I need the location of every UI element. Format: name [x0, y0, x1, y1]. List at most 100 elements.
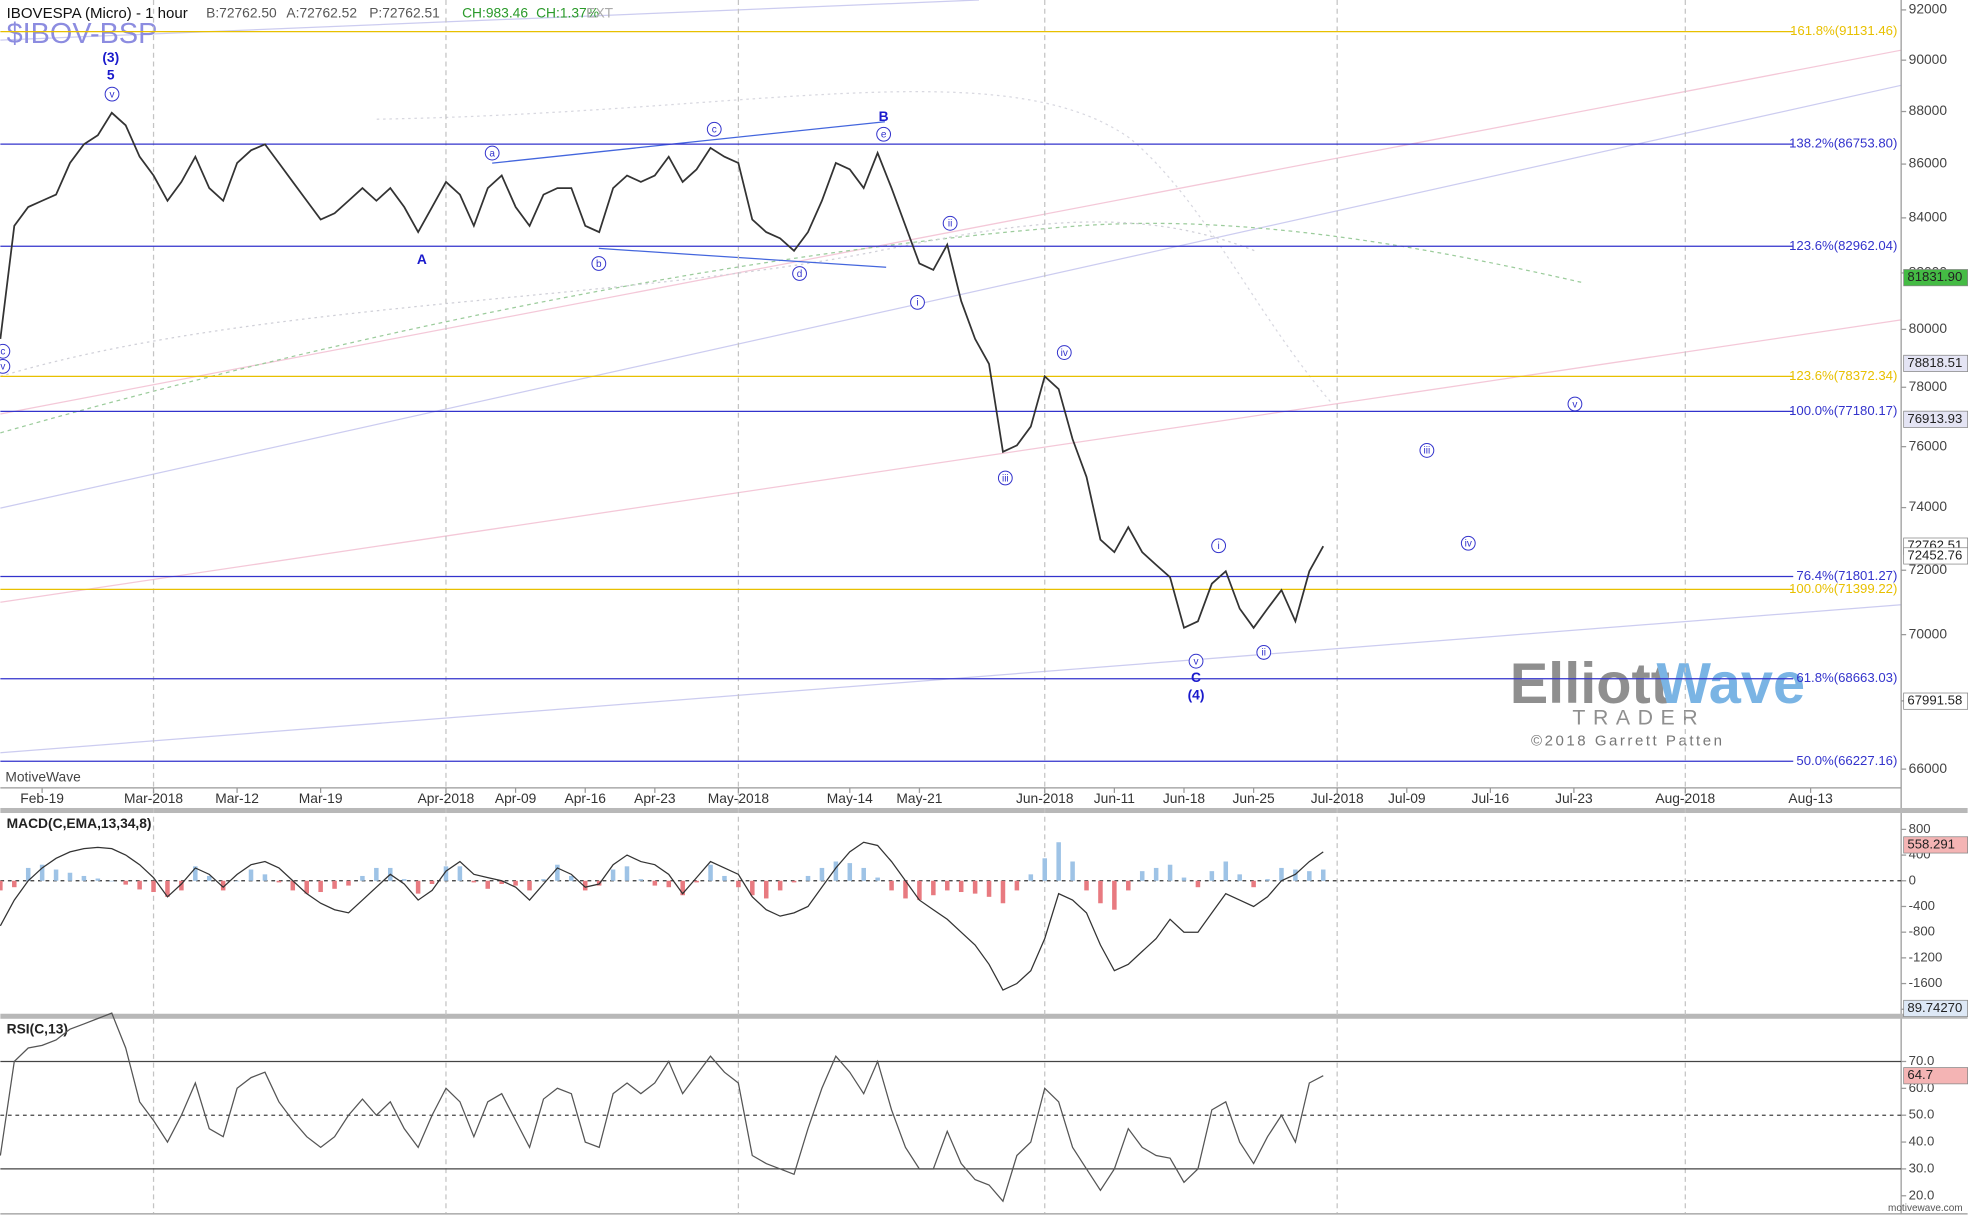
level-label: 100.0%(71399.22)	[1789, 581, 1897, 596]
histogram-bar	[471, 880, 477, 883]
wave-label: d	[797, 269, 803, 280]
x-tick-label: Jun-25	[1233, 791, 1276, 806]
price-tag-label: 89.74270	[1907, 1000, 1962, 1015]
level-label: 100.0%(77180.17)	[1789, 403, 1897, 418]
histogram-bar	[986, 880, 992, 897]
moving-average	[0, 221, 1256, 377]
price-tag-label: 78818.51	[1907, 355, 1962, 370]
histogram-bar	[527, 880, 532, 891]
wave-label: i	[1218, 541, 1220, 552]
wave-label-circle	[1567, 396, 1583, 412]
histogram-bar	[555, 864, 560, 881]
y-tick-label: -1200	[1909, 949, 1943, 964]
wave-label-circle	[942, 215, 958, 231]
wave-label-circle	[1188, 653, 1204, 669]
price-line	[0, 111, 1325, 630]
histogram-bar	[179, 880, 184, 891]
histogram-bar	[248, 869, 254, 881]
channel-line	[0, 84, 1902, 509]
x-tick-label: Apr-16	[565, 791, 607, 806]
histogram-bar	[81, 875, 87, 881]
x-tick-label: Jul-2018	[1311, 791, 1364, 806]
histogram-bar	[332, 880, 337, 889]
histogram-bar	[1014, 880, 1020, 891]
histogram-bar	[12, 880, 17, 888]
wave-label: ii	[948, 219, 952, 230]
y-tick-label: -400	[1909, 898, 1935, 913]
histogram-bar	[777, 880, 783, 891]
level-label: 161.8%(91131.46)	[1790, 23, 1897, 38]
histogram-bar	[374, 867, 379, 881]
histogram-bar	[638, 879, 644, 881]
level-label: 138.2%(86753.80)	[1789, 136, 1897, 151]
wave-label-circle	[1256, 645, 1272, 660]
y-tick-label: 90000	[1909, 52, 1948, 67]
histogram-bar	[499, 880, 504, 884]
y-tick-label: 86000	[1909, 156, 1948, 171]
histogram-bar	[1056, 842, 1061, 881]
histogram-bar	[360, 875, 365, 881]
x-tick-label: Mar-12	[215, 791, 259, 806]
histogram-bar	[1042, 858, 1048, 881]
price-tag-label: 558.291	[1907, 836, 1955, 851]
watermark-credit: ©2018 Garrett Patten	[1531, 732, 1724, 749]
moving-average	[0, 222, 1582, 434]
histogram-bar	[833, 861, 839, 881]
histogram-bar	[1167, 864, 1173, 881]
histogram-bar	[1181, 877, 1187, 881]
watermark-word: Elliott	[1510, 652, 1670, 716]
decorations	[0, 0, 1902, 754]
histogram-bar	[485, 880, 491, 889]
histogram-bar	[0, 880, 3, 891]
histogram-bar	[958, 880, 964, 893]
watermark-tagline: TRADER	[1572, 706, 1705, 730]
x-tick-label: Apr-09	[495, 791, 537, 806]
y-tick-label: 78000	[1909, 379, 1948, 394]
wave-label-circle	[876, 126, 892, 142]
level-label: 61.8%(68663.03)	[1796, 670, 1897, 685]
histogram-bar	[1307, 871, 1312, 881]
histogram-bar	[137, 880, 142, 890]
channel-line	[0, 0, 980, 41]
wave-label: B	[879, 109, 889, 124]
wave-label: (3)	[102, 50, 119, 65]
histogram-bar	[262, 874, 268, 881]
price-tag-label: 67991.58	[1907, 693, 1962, 708]
wave-label: iii	[1002, 473, 1009, 484]
wave-label-circle	[997, 470, 1013, 486]
histogram-bar	[429, 880, 435, 884]
histogram-bar	[276, 880, 282, 883]
histogram-bar	[1000, 880, 1006, 904]
x-tick-label: Jul-23	[1555, 791, 1593, 806]
y-tick-label: 72000	[1909, 562, 1948, 577]
level-label: 50.0%(66227.16)	[1796, 753, 1897, 768]
histogram-bar	[193, 866, 198, 881]
histogram-bar	[304, 880, 309, 894]
y-tick-label: 800	[1909, 821, 1931, 836]
histogram-bar	[763, 880, 769, 899]
chart-title: IBOVESPA (Micro) - 1 hour	[7, 5, 188, 22]
histogram-bar	[1084, 880, 1089, 891]
source-left: MotiveWave	[5, 770, 81, 785]
histogram-bar	[1265, 879, 1270, 881]
histogram-bar	[805, 875, 811, 881]
wave-label: e	[881, 130, 887, 141]
histogram-bar	[1070, 861, 1075, 881]
histogram-bar	[931, 880, 936, 896]
histogram-bar	[750, 880, 755, 896]
band	[376, 91, 1331, 402]
y-tick-label: 70.0	[1909, 1053, 1935, 1068]
histogram-bar	[708, 864, 713, 881]
x-tick-label: Aug-2018	[1655, 791, 1715, 806]
wave-label: iv	[1061, 348, 1068, 359]
x-tick-label: Mar-19	[299, 791, 343, 806]
histogram-bar	[861, 867, 866, 881]
quote-item: EXT	[586, 5, 613, 20]
histogram-bar	[151, 880, 156, 893]
price-tag-label: 76913.93	[1907, 411, 1962, 426]
y-tick-label: 92000	[1909, 2, 1948, 17]
y-tick-label: -1600	[1909, 975, 1943, 990]
wave-label: v	[1572, 399, 1577, 410]
y-tick-label: 0	[1909, 872, 1916, 887]
